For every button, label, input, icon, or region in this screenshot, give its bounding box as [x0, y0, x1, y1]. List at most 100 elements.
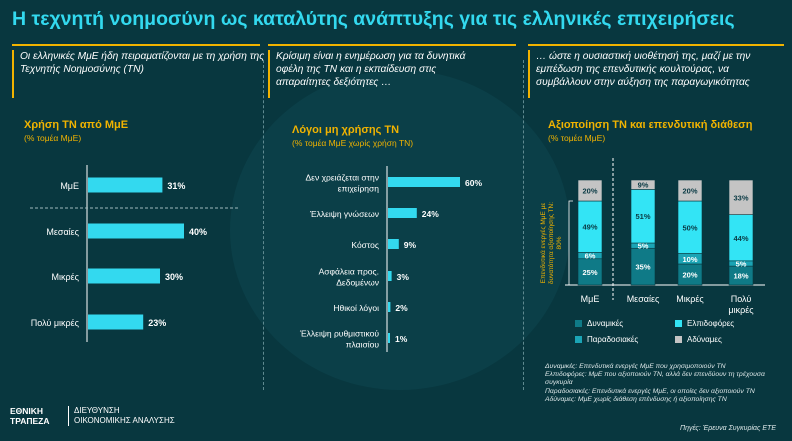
chart3-segment	[728, 214, 754, 262]
notes: Δυναμικές: Επενδυτικά ενεργές ΜμΕ που χρ…	[545, 363, 785, 404]
dept-line-1: ΔΙΕΥΘΥΝΣΗ	[74, 406, 120, 415]
chart1-value-label: 23%	[148, 318, 166, 328]
dept-line-2: ΟΙΚΟΝΟΜΙΚΗΣ ΑΝΑΛΥΣΗΣ	[74, 416, 175, 425]
chart3-segment-label: 18%	[733, 272, 748, 281]
chart3-segment	[577, 200, 603, 253]
chart2-title: Λόγοι μη χρήσης ΤΝ	[292, 124, 400, 136]
department-label: ΔΙΕΥΘΥΝΣΗ ΟΙΚΟΝΟΜΙΚΗΣ ΑΝΑΛΥΣΗΣ	[68, 406, 175, 426]
intro-rule	[528, 44, 784, 46]
chart3-segment-label: 9%	[638, 181, 649, 190]
chart3-segment-label: 49%	[582, 223, 597, 232]
chart1-value-label: 30%	[165, 272, 183, 282]
column-divider	[263, 60, 264, 390]
chart3-segment-label: 20%	[682, 187, 697, 196]
chart1-category-label: Μικρές	[52, 272, 80, 282]
chart3-segment-label: 25%	[582, 268, 597, 277]
chart3-legend-label: Παραδοσιακές	[587, 335, 638, 344]
chart3-bracket-label: 80%	[556, 236, 563, 249]
chart2-category-label: Κόστος	[351, 240, 379, 250]
note-line: Παραδοσιακές: Επενδυτικά ενεργές ΜμΕ, οι…	[545, 387, 755, 395]
chart1-bar	[88, 314, 144, 330]
intro-rule	[268, 44, 516, 46]
chart1-bar	[88, 177, 163, 193]
chart2-value-label: 60%	[465, 178, 482, 188]
chart3-segment	[577, 258, 603, 286]
column-divider	[523, 60, 524, 390]
chart2-bar	[388, 208, 417, 218]
chart1-title: Χρήση ΤΝ από ΜμΕ	[24, 119, 129, 131]
chart2-value-label: 24%	[422, 209, 439, 219]
chart3-segment	[577, 179, 603, 202]
logo-line-2: ΤΡΑΠΕΖΑ	[10, 416, 50, 426]
chart2-category-label: Ασφάλεια προς. Δεδομένων	[319, 267, 379, 288]
logo-line-1: ΕΘΝΙΚΗ	[10, 406, 44, 416]
chart3-segment-label: 5%	[736, 259, 747, 268]
chart3-segment	[728, 179, 754, 215]
chart2-value-label: 3%	[397, 272, 410, 282]
chart3-bracket-label: δυνατότητα αξιοποίησης ΤΝ:	[547, 202, 555, 284]
chart2-reasons-svg: Δεν χρειάζεται στην επιχείρηση 60% Έλλειψη …	[299, 166, 482, 352]
chart3-legend-swatch	[575, 336, 582, 343]
chart3-segment-label: 6%	[585, 252, 596, 261]
chart2-category-label: Δεν χρειάζεται στην επιχείρηση	[306, 173, 380, 194]
chart1-subtitle: (% τομέα ΜμΕ)	[24, 133, 82, 143]
chart1-value-label: 31%	[167, 181, 185, 191]
note-line: Ελπιδοφόρες: ΜμΕ που αξιοποιούν ΤΝ, αλλά…	[545, 371, 765, 387]
chart3-segment-label: 51%	[635, 212, 650, 221]
chart2-bar	[388, 177, 460, 187]
chart3-category-label: Πολύ μικρές	[728, 294, 754, 315]
chart3-legend-label: Ελπιδοφόρες	[687, 319, 734, 328]
chart1-usage-svg: ΜμΕ 31% Μεσαίες 40% Μικρές 30% Πολύ μικρές 23%	[30, 165, 240, 342]
chart3-segment-label: 44%	[733, 234, 748, 243]
bank-logo: ΕΘΝΙΚΗ ΤΡΑΠΕΖΑ	[10, 406, 50, 426]
chart3-legend-swatch	[675, 320, 682, 327]
chart1-value-label: 40%	[189, 227, 207, 237]
chart3-segment-label: 20%	[682, 271, 697, 280]
chart1-category-label: ΜμΕ	[60, 181, 79, 191]
chart3-segment-label: 20%	[582, 187, 597, 196]
chart3-segment-label: 5%	[638, 242, 649, 251]
chart2-category-label: Ηθικοί λόγοι	[333, 303, 379, 313]
chart3-category-label: Μικρές	[676, 294, 704, 304]
chart3-legend-swatch	[575, 320, 582, 327]
chart3-segment	[630, 247, 656, 286]
chart2-value-label: 1%	[395, 334, 408, 344]
chart3-bracket-label: Επενδυτικά ενεργές ΜμΕ με	[539, 203, 547, 284]
intro-text-2: Κρίσιμη είναι η ενημέρωση για τα δυνητικ…	[268, 50, 491, 98]
page-title: Η τεχνητή νοημοσύνη ως καταλύτης ανάπτυξ…	[12, 8, 735, 30]
chart3-title: Αξιοποίηση ΤΝ και επενδυτική διάθεση	[548, 119, 753, 131]
chart3-category-label: ΜμΕ	[581, 294, 600, 304]
chart3-bracket	[568, 200, 573, 286]
chart2-value-label: 9%	[404, 240, 417, 250]
chart2-category-label: Έλλειψη ρυθμιστικού πλαισίου	[299, 329, 379, 350]
chart3-segment-label: 10%	[682, 255, 697, 264]
background-shape	[230, 70, 570, 390]
chart2-category-label: Έλλειψη γνώσεων	[309, 209, 379, 219]
chart3-segment-label: 33%	[733, 193, 748, 202]
chart3-segment	[677, 200, 703, 254]
chart3-category-label: Μεσαίες	[627, 294, 660, 304]
chart1-category-label: Πολύ μικρές	[31, 318, 80, 328]
chart3-segment	[630, 189, 656, 244]
chart3-legend-label: Δυναμικές	[587, 319, 623, 328]
chart2-bar	[388, 302, 391, 312]
chart3-segment-label: 35%	[635, 263, 650, 272]
intro-text-3: … ώστε η ουσιαστική υιοθέτησή της, μαζί …	[528, 50, 786, 98]
chart2-value-label: 2%	[395, 303, 408, 313]
chart3-segment	[677, 179, 703, 202]
chart1-bar	[88, 223, 184, 239]
chart3-segment	[630, 179, 656, 190]
chart3-subtitle: (% τομέα ΜμΕ)	[548, 133, 606, 143]
chart2-bar	[388, 239, 399, 249]
chart3-legend-swatch	[675, 336, 682, 343]
source-note: Πηγές: Έρευνα Συγκυρίας ΕΤΕ	[680, 425, 776, 432]
chart1-bar	[88, 268, 160, 284]
chart3-stacked-svg: 25% 6% 49% 20% ΜμΕ 35% 5% 51% 9% Μεσαίες 20% 10% 50%…	[539, 158, 765, 344]
chart1-category-label: Μεσαίες	[46, 227, 79, 237]
chart3-segment-label: 50%	[682, 223, 697, 232]
note-line: Δυναμικές: Επενδυτικά ενεργές ΜμΕ που χρ…	[545, 363, 726, 370]
intro-rule	[12, 44, 260, 46]
chart2-subtitle: (% τομέα ΜμΕ χωρίς χρήση ΤΝ)	[292, 138, 414, 148]
chart3-legend-label: Αδύναμες	[687, 335, 722, 344]
chart2-bar	[388, 333, 390, 343]
